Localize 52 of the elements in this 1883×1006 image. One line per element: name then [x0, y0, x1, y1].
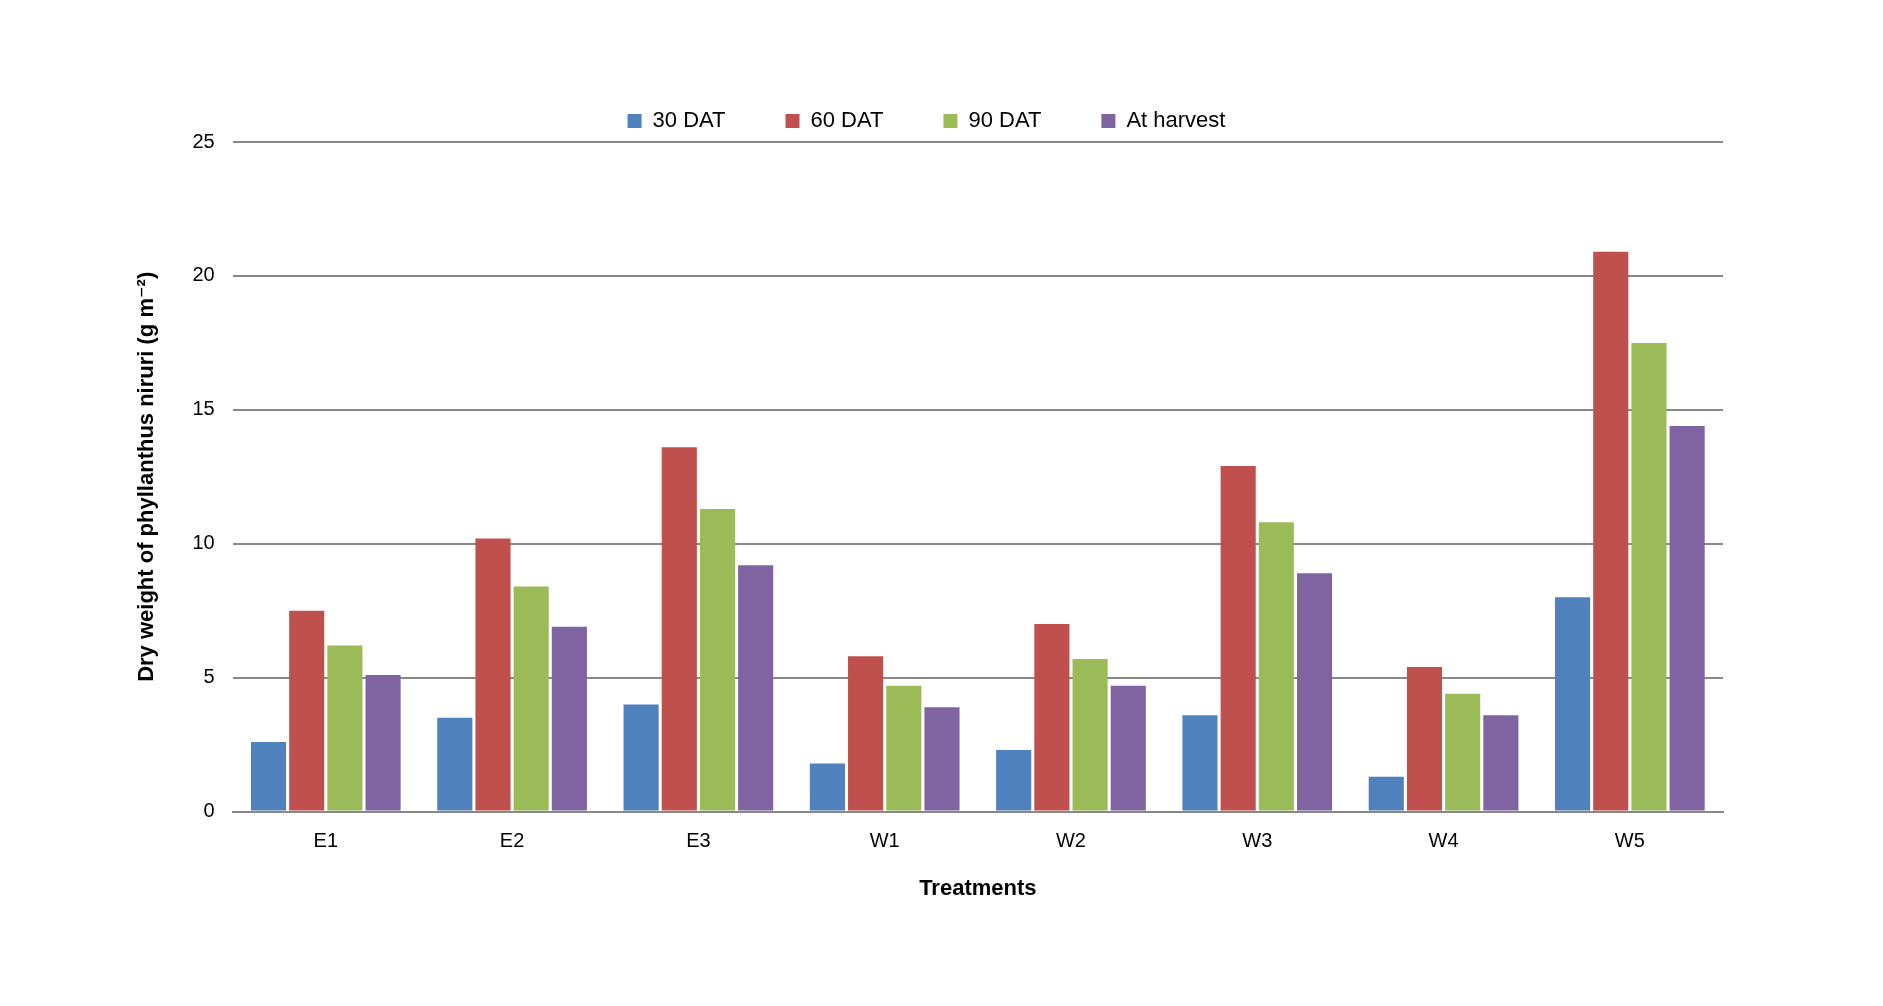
bar	[924, 707, 960, 811]
bar	[886, 685, 922, 811]
bar	[437, 717, 473, 811]
bar	[475, 538, 511, 811]
legend-label: At harvest	[1126, 107, 1226, 133]
x-tick-label: W1	[869, 829, 900, 852]
bar	[1072, 658, 1108, 811]
legend-label: 60 DAT	[810, 107, 884, 133]
y-tick-label: 20	[192, 263, 215, 286]
bar	[1555, 597, 1591, 811]
bar	[551, 626, 587, 811]
bar	[1110, 685, 1146, 811]
bar	[1483, 715, 1519, 811]
bar	[848, 656, 884, 811]
bar	[1368, 776, 1404, 811]
x-axis-title: Treatments	[919, 874, 1037, 900]
bar	[250, 741, 287, 811]
x-tick-label: W5	[1614, 829, 1645, 852]
bar	[1631, 342, 1667, 811]
bar	[996, 750, 1032, 811]
bar	[1034, 624, 1070, 811]
bar	[1296, 573, 1333, 811]
x-tick-label: W3	[1242, 829, 1273, 852]
y-tick-label: 10	[192, 531, 215, 554]
x-tick-label: W2	[1055, 829, 1086, 852]
y-tick-label: 5	[203, 665, 215, 688]
bar	[1182, 715, 1218, 811]
bar	[1669, 425, 1705, 811]
bar	[327, 645, 363, 811]
y-tick-label: 15	[192, 397, 215, 420]
bar	[623, 704, 659, 811]
bar	[1406, 666, 1443, 811]
y-tick-label: 25	[192, 129, 215, 152]
x-tick-label: E2	[499, 829, 525, 852]
bar	[1258, 522, 1294, 811]
bar	[1220, 466, 1256, 811]
bar	[809, 763, 845, 811]
y-tick-label: 0	[203, 799, 215, 822]
bar	[289, 610, 325, 811]
x-tick-label: E3	[686, 829, 711, 852]
bar	[365, 675, 401, 811]
bar	[661, 447, 697, 811]
bar	[1445, 693, 1481, 811]
bar	[738, 565, 774, 811]
legend-label: 30 DAT	[652, 107, 726, 133]
bar	[1593, 251, 1629, 811]
legend-label: 90 DAT	[968, 107, 1042, 133]
x-tick-label: E1	[313, 829, 339, 852]
bar	[699, 508, 736, 811]
x-tick-label: W4	[1428, 829, 1459, 852]
y-axis-title: Dry weight of phyllanthus niruri (g m⁻²)	[133, 271, 159, 682]
bar	[513, 586, 549, 811]
